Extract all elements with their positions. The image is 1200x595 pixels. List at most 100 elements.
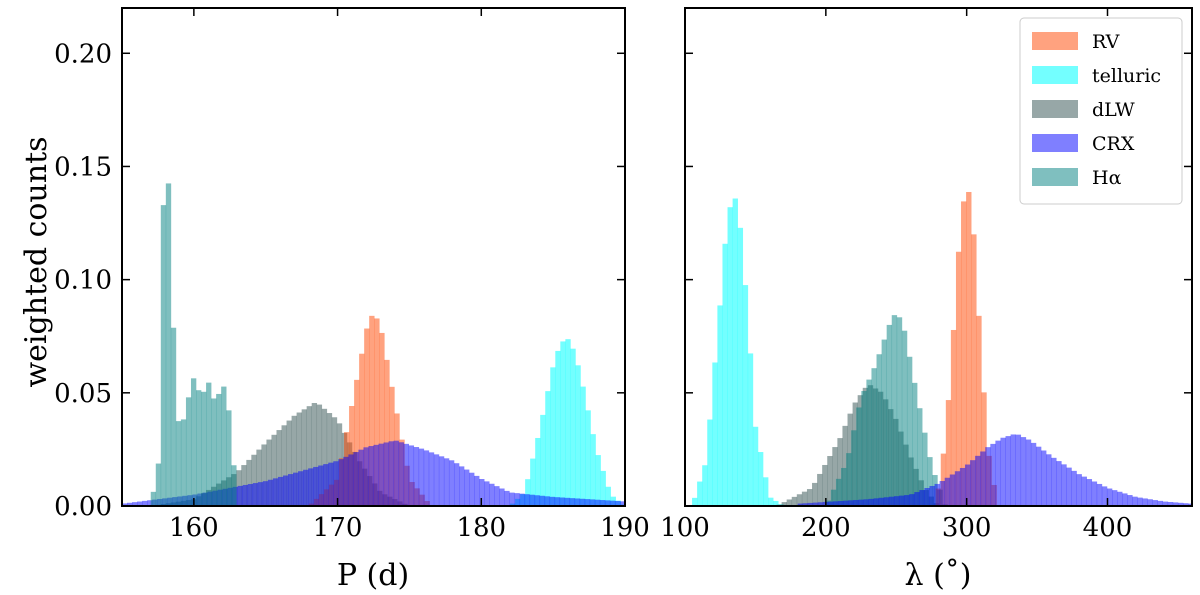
histogram-bar xyxy=(712,362,718,506)
y-tick-label: 0.05 xyxy=(54,379,112,409)
series-Hα xyxy=(825,315,948,506)
histogram-bar xyxy=(924,488,930,506)
histogram-bars xyxy=(122,183,625,506)
histogram-bar xyxy=(934,483,940,506)
histogram-bar xyxy=(286,420,292,506)
histogram-bar xyxy=(575,365,581,506)
histogram-bar xyxy=(873,498,880,506)
histogram-bar xyxy=(570,348,576,506)
histogram-bar xyxy=(379,332,385,506)
histogram-bar xyxy=(221,386,227,506)
histogram-bar xyxy=(348,454,354,506)
x-axis-label-lambda: λ (˚) xyxy=(905,558,972,593)
histogram-bar xyxy=(559,497,565,506)
histogram-bar xyxy=(883,497,890,506)
histogram-bar xyxy=(569,498,575,506)
histogram-bar xyxy=(1020,437,1027,506)
histogram-bar xyxy=(909,494,915,506)
histogram-bar xyxy=(853,499,859,506)
histogram-bar xyxy=(321,408,328,506)
legend-box xyxy=(1019,17,1183,205)
histogram-bar xyxy=(554,497,560,506)
histogram-bar xyxy=(560,341,566,506)
histogram-bar xyxy=(791,496,798,506)
histogram-bar xyxy=(904,495,910,506)
histogram-bar xyxy=(127,502,133,506)
histogram-bar xyxy=(841,467,847,506)
histogram-bar xyxy=(549,496,555,506)
x-tick-label: 400 xyxy=(1083,513,1133,543)
x-tick-label: 170 xyxy=(313,513,363,543)
x-tick-label: 100 xyxy=(660,513,710,543)
histogram-bar xyxy=(609,500,616,506)
histogram-bar xyxy=(388,441,394,506)
histogram-bar xyxy=(876,354,882,506)
histogram-bar xyxy=(459,466,465,506)
histogram-bar xyxy=(155,463,162,506)
histogram-bar xyxy=(922,432,928,506)
histogram-bar xyxy=(544,496,550,506)
histogram-bar xyxy=(231,465,237,506)
histogram-bar xyxy=(257,482,264,506)
histogram-bar xyxy=(966,191,972,506)
histogram-bar xyxy=(878,497,885,506)
histogram-bar xyxy=(955,251,962,506)
histogram-bar xyxy=(137,501,143,506)
histogram-bar xyxy=(448,460,455,506)
histogram-bar xyxy=(266,439,272,506)
histogram-bar xyxy=(237,485,244,506)
histogram-bar xyxy=(817,502,824,506)
histogram-bar xyxy=(842,425,848,506)
histogram-bar xyxy=(975,455,981,506)
histogram-bar xyxy=(1182,503,1189,506)
histogram-bar xyxy=(359,353,365,506)
series-Hα xyxy=(150,183,237,506)
histogram-bar xyxy=(768,497,774,506)
histogram-bar xyxy=(917,408,923,506)
histogram-bar xyxy=(393,440,399,506)
histogram-bar xyxy=(433,454,440,506)
x-axis-label-period: P (d) xyxy=(337,558,409,593)
legend-label: CRX xyxy=(1092,133,1135,155)
histogram-bar xyxy=(539,495,545,506)
histogram-bar xyxy=(950,329,957,506)
histogram-bar xyxy=(276,430,282,506)
histogram-bar xyxy=(837,438,843,506)
y-tick-label: 0.15 xyxy=(54,152,112,182)
histogram-bar xyxy=(619,501,625,506)
histogram-bar xyxy=(990,443,996,506)
histogram-bar xyxy=(717,305,723,506)
histogram-bar xyxy=(333,461,339,506)
histogram-bar xyxy=(702,465,708,506)
histogram-bar xyxy=(489,483,495,506)
histogram-bar xyxy=(594,499,601,506)
histogram-bar xyxy=(298,471,304,506)
histogram-bar xyxy=(939,481,945,506)
histogram-bar xyxy=(812,482,818,506)
x-tick-label: 200 xyxy=(801,513,851,543)
histogram-bar xyxy=(757,452,764,506)
histogram-bar xyxy=(1066,467,1072,506)
series-telluric xyxy=(692,198,784,506)
histogram-bar xyxy=(927,457,933,506)
histogram-bar xyxy=(1152,500,1158,506)
histogram-bar xyxy=(374,318,380,506)
histogram-bar xyxy=(540,414,546,506)
legend-swatch xyxy=(1032,168,1078,186)
histogram-bar xyxy=(1117,491,1123,506)
histogram-bar xyxy=(147,500,153,506)
histogram-bar xyxy=(201,391,207,506)
histogram-bar xyxy=(584,499,591,506)
legend-label: RV xyxy=(1092,31,1120,53)
histogram-bar xyxy=(970,460,976,506)
histogram-bar xyxy=(564,497,570,506)
histogram-bar xyxy=(369,315,375,506)
histogram-bar xyxy=(1122,493,1128,506)
histogram-bar xyxy=(282,475,289,506)
histogram-bar xyxy=(287,474,294,506)
histogram-bar xyxy=(828,501,834,506)
histogram-bar xyxy=(308,468,314,506)
histogram-bar xyxy=(499,488,505,506)
x-tick-label: 180 xyxy=(456,513,506,543)
histogram-bar xyxy=(861,391,867,506)
